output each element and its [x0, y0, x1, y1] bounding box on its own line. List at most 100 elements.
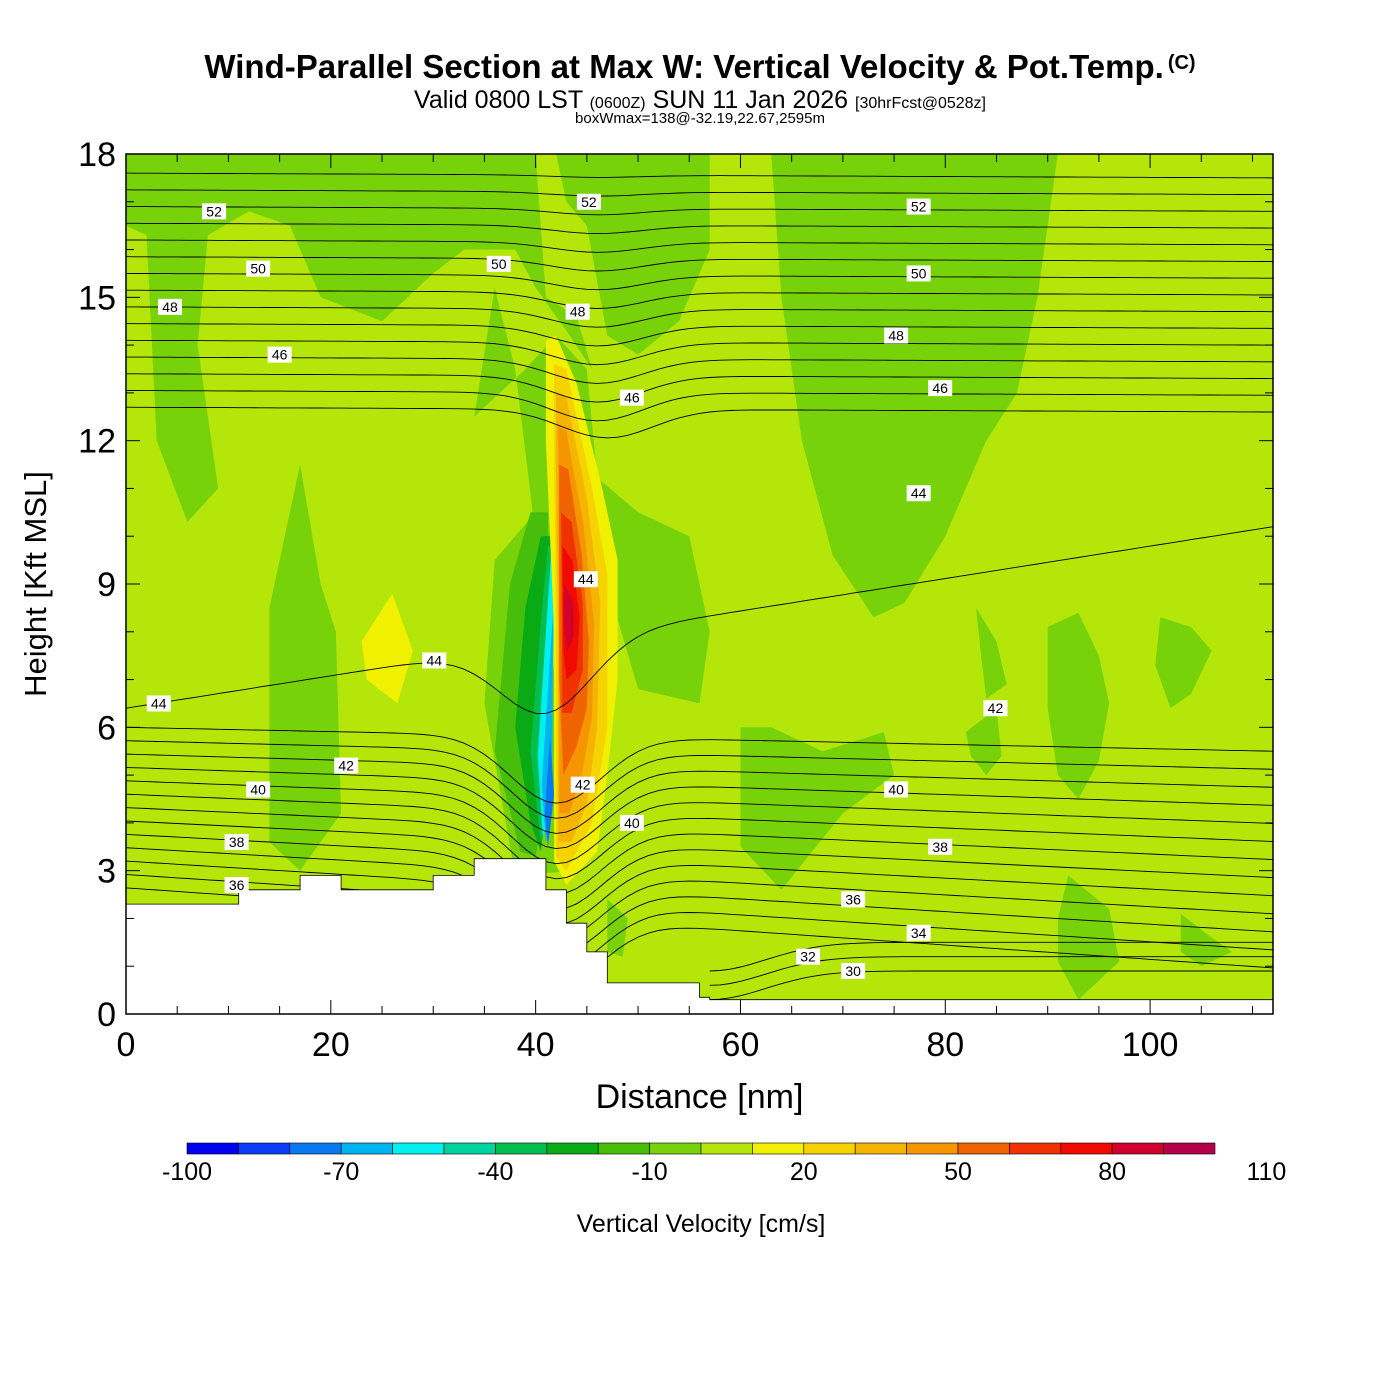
isentrope-label-bg — [576, 193, 601, 210]
isentrope-label-bg — [202, 203, 227, 220]
contour-labels: 52 52 52 50 50 50 48 48 48 46 46 46 44 44 44 44 42 42 42 40… — [146, 193, 1008, 979]
x-tick-label: 20 — [312, 1026, 350, 1064]
isentrope-label-text: 44 — [426, 652, 442, 668]
colorbar: -100 -70 -40 -10 20 50 80 110 Vertical Velocity … — [162, 1142, 1286, 1238]
upper-left-green — [126, 154, 592, 522]
colorbar-swatch — [957, 1142, 1010, 1155]
isentrope-label: 30 — [841, 963, 866, 979]
colorbar-swatch — [1060, 1142, 1113, 1155]
isentrope-0 — [126, 172, 1273, 179]
upper-right-green — [771, 154, 1058, 618]
isentrope-label-text: 36 — [845, 891, 861, 907]
x-tick-label: 60 — [722, 1026, 760, 1064]
colorbar-swatch — [803, 1142, 856, 1155]
isentrope-11 — [126, 356, 1273, 384]
isentrope-label-bg — [884, 327, 909, 344]
x-axis-label: Distance [nm] — [596, 1078, 804, 1116]
terrain-mask — [126, 858, 1273, 1014]
box-wmax-note: boxWmax=138@-32.19,22.67,2595m — [575, 110, 825, 127]
isentrope-15 — [126, 526, 1273, 714]
isentrope-label-bg — [928, 838, 953, 855]
isentrope-10 — [126, 339, 1273, 366]
isentrope-label: 48 — [158, 298, 183, 315]
isentrope-label-text: 38 — [932, 839, 948, 855]
isentrope-label: 36 — [841, 891, 866, 908]
isentrope-label: 46 — [619, 389, 644, 406]
chart-subtitle: Valid 0800 LST (0600Z) SUN 11 Jan 2026 [… — [414, 86, 986, 114]
isentrope-label-text: 46 — [932, 380, 948, 396]
isentrope-25 — [126, 847, 1273, 940]
colorbar-swatch — [289, 1142, 342, 1155]
colorbar-swatch — [392, 1142, 445, 1155]
isentrope-label-text: 48 — [162, 299, 178, 315]
y-tick-label: 18 — [78, 136, 116, 174]
isentrope-label-bg — [224, 834, 249, 850]
isentrope-label: 44 — [146, 695, 171, 712]
patch-green-1 — [976, 607, 1007, 699]
isentrope-label: 42 — [983, 700, 1008, 717]
isentrope-23 — [126, 820, 1273, 910]
colorbar-swatch — [597, 1142, 650, 1155]
isentrope-label: 46 — [267, 346, 292, 363]
isentrope-label: 40 — [619, 814, 644, 831]
isentrope-label: 42 — [570, 776, 595, 793]
mid-right-green — [740, 727, 895, 890]
isentrope-label-text: 48 — [888, 328, 904, 344]
patch-green-3 — [1155, 617, 1212, 709]
updraft-core — [564, 584, 574, 651]
isentrope-label-bg — [906, 265, 931, 282]
isentrope-label-bg — [906, 924, 931, 941]
y-tick-label: 0 — [97, 996, 116, 1034]
x-tick-label: 0 — [117, 1026, 136, 1064]
isentrope-label-bg — [146, 695, 171, 712]
isentrope-label: 52 — [202, 203, 227, 220]
isentrope-label: 42 — [334, 757, 359, 774]
isentrope-label-text: 32 — [800, 949, 816, 965]
isentrope-label-text: 50 — [911, 265, 927, 281]
y-tick-label: 12 — [78, 423, 116, 461]
colorbar-tick-label: -10 — [632, 1158, 668, 1186]
isentrope-label-text: 50 — [491, 256, 507, 272]
colorbar-swatch — [854, 1142, 907, 1155]
isentrope-13 — [126, 390, 1273, 422]
isentrope-8 — [126, 306, 1273, 328]
colorbar-swatch — [495, 1142, 548, 1155]
isentrope-7 — [126, 289, 1273, 309]
isentrope-label-bg — [983, 700, 1008, 717]
isentrope-label-text: 44 — [578, 571, 594, 587]
isentrope-16 — [126, 726, 1273, 804]
isentrope-6 — [126, 272, 1273, 291]
isentrope-label-text: 42 — [338, 758, 354, 774]
isentrope-label-text: 42 — [988, 700, 1004, 716]
isentrope-label-text: 30 — [845, 963, 861, 979]
colorbar-tick-label: 20 — [790, 1158, 818, 1186]
colorbar-label: Vertical Velocity [cm/s] — [577, 1210, 826, 1238]
colorbar-tick-label: -100 — [162, 1158, 212, 1186]
isentrope-label-text: 40 — [888, 781, 904, 797]
isentrope-3 — [126, 222, 1273, 235]
y-tick-label: 3 — [97, 853, 116, 891]
isentrope-20 — [126, 780, 1273, 865]
isentrope-5 — [126, 256, 1273, 272]
isentrope-label-text: 48 — [570, 304, 586, 320]
colorbar-swatch — [443, 1142, 496, 1155]
isentrope-label-bg — [573, 571, 598, 588]
isentrope-12 — [126, 373, 1273, 403]
isentrope-label: 44 — [422, 652, 447, 669]
colorbar-tick-label: -40 — [477, 1158, 513, 1186]
isentrope-label: 48 — [565, 303, 590, 320]
isentrope-label-bg — [928, 380, 953, 397]
isentrope-label-text: 52 — [581, 194, 597, 210]
isentrope-label-text: 52 — [206, 203, 222, 219]
y-tick-label: 6 — [97, 709, 116, 747]
patch-green-7 — [607, 899, 628, 957]
patch-yellow — [361, 593, 413, 704]
isentrope-low-0 — [709, 970, 1273, 1001]
isentrope-2 — [126, 206, 1273, 216]
colorbar-swatch — [906, 1142, 959, 1155]
isentrope-label-text: 46 — [272, 347, 288, 363]
isentrope-label: 44 — [906, 485, 931, 502]
left-column-green — [269, 464, 342, 871]
patch-green-2 — [1047, 612, 1110, 799]
